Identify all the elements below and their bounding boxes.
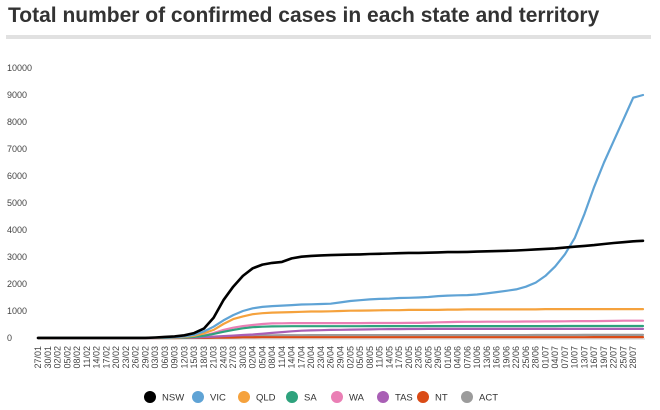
y-tick-label: 10000 bbox=[7, 63, 32, 73]
legend-marker-wa bbox=[331, 391, 343, 403]
x-tick-label: 18/03 bbox=[199, 346, 209, 369]
x-tick-label: 08/04 bbox=[267, 346, 277, 369]
x-tick-label: 10/07 bbox=[570, 346, 580, 369]
x-tick-label: 05/04 bbox=[257, 346, 267, 369]
legend-label-act: ACT bbox=[479, 393, 498, 404]
x-tick-label: 23/05 bbox=[414, 346, 424, 369]
x-tick-label: 27/03 bbox=[228, 346, 238, 369]
x-tick-label: 14/04 bbox=[287, 346, 297, 369]
x-tick-label: 10/06 bbox=[472, 346, 482, 369]
x-tick-label: 21/03 bbox=[209, 346, 219, 369]
x-tick-label: 13/06 bbox=[482, 346, 492, 369]
y-tick-label: 9000 bbox=[7, 90, 27, 100]
y-tick-label: 7000 bbox=[7, 144, 27, 154]
series-line-vic bbox=[36, 93, 645, 340]
y-tick-label: 6000 bbox=[7, 171, 27, 181]
legend-label-qld: QLD bbox=[256, 393, 276, 404]
legend-label-tas: TAS bbox=[395, 393, 413, 404]
legend-label-wa: WA bbox=[349, 393, 365, 404]
x-tick-label: 02/04 bbox=[248, 346, 258, 369]
y-tick-label: 2000 bbox=[7, 279, 27, 289]
x-tick-label: 03/03 bbox=[150, 346, 160, 369]
x-tick-label: 07/06 bbox=[462, 346, 472, 369]
x-tick-label: 29/02 bbox=[140, 346, 150, 369]
x-tick-label: 04/07 bbox=[550, 346, 560, 369]
y-tick-label: 1000 bbox=[7, 306, 27, 316]
x-tick-label: 01/07 bbox=[540, 346, 550, 369]
x-tick-label: 07/07 bbox=[560, 346, 570, 369]
series-line-nsw bbox=[36, 239, 645, 340]
y-tick-label: 8000 bbox=[7, 117, 27, 127]
x-tick-label: 30/03 bbox=[238, 346, 248, 369]
x-tick-label: 25/06 bbox=[521, 346, 531, 369]
legend-marker-vic bbox=[192, 391, 204, 403]
x-tick-label: 22/06 bbox=[511, 346, 521, 369]
x-tick-label: 19/07 bbox=[599, 346, 609, 369]
x-tick-label: 20/02 bbox=[111, 346, 121, 369]
legend-marker-sa bbox=[286, 391, 298, 403]
x-tick-label: 26/04 bbox=[326, 346, 336, 369]
x-tick-label: 05/05 bbox=[355, 346, 365, 369]
x-tick-label: 24/03 bbox=[218, 346, 228, 369]
x-tick-label: 17/02 bbox=[101, 346, 111, 369]
legend-label-nsw: NSW bbox=[162, 393, 184, 404]
x-tick-label: 11/04 bbox=[277, 346, 287, 368]
y-tick-label: 0 bbox=[7, 333, 12, 343]
x-tick-label: 20/05 bbox=[404, 346, 414, 369]
x-tick-label: 09/03 bbox=[170, 346, 180, 369]
x-tick-label: 26/05 bbox=[423, 346, 433, 369]
title-divider bbox=[6, 35, 651, 39]
x-tick-label: 15/03 bbox=[189, 346, 199, 369]
x-tick-label: 23/02 bbox=[121, 346, 131, 369]
y-tick-label: 3000 bbox=[7, 252, 27, 262]
chart-title: Total number of confirmed cases in each … bbox=[8, 4, 600, 27]
x-tick-label: 19/06 bbox=[501, 346, 511, 369]
x-tick-label: 06/03 bbox=[160, 346, 170, 369]
legend-label-sa: SA bbox=[304, 393, 317, 404]
legend-marker-tas bbox=[377, 391, 389, 403]
legend-label-vic: VIC bbox=[210, 393, 226, 404]
x-tick-label: 25/07 bbox=[618, 346, 628, 369]
x-tick-label: 01/06 bbox=[443, 346, 453, 369]
y-tick-label: 4000 bbox=[7, 225, 27, 235]
x-tick-label: 14/02 bbox=[92, 346, 102, 369]
x-tick-label: 05/02 bbox=[62, 346, 72, 369]
x-tick-label: 02/05 bbox=[345, 346, 355, 369]
x-tick-label: 20/04 bbox=[306, 346, 316, 369]
x-tick-label: 22/07 bbox=[609, 346, 619, 369]
legend-marker-qld bbox=[238, 391, 250, 403]
legend-label-nt: NT bbox=[435, 393, 448, 404]
x-tick-label: 28/06 bbox=[531, 346, 541, 369]
x-tick-label: 30/01 bbox=[43, 346, 53, 369]
x-tick-label: 04/06 bbox=[453, 346, 463, 369]
x-tick-label: 08/05 bbox=[365, 346, 375, 369]
x-tick-label: 14/05 bbox=[384, 346, 394, 369]
x-tick-label: 13/07 bbox=[579, 346, 589, 369]
x-tick-label: 12/03 bbox=[179, 346, 189, 369]
legend-marker-act bbox=[461, 391, 473, 403]
x-tick-label: 11/02 bbox=[82, 346, 92, 368]
x-tick-label: 17/05 bbox=[394, 346, 404, 369]
legend-marker-nt bbox=[417, 391, 429, 403]
y-tick-label: 5000 bbox=[7, 198, 27, 208]
x-tick-label: 29/05 bbox=[433, 346, 443, 369]
x-tick-label: 08/02 bbox=[72, 346, 82, 369]
x-tick-label: 29/04 bbox=[336, 346, 346, 369]
x-tick-label: 02/02 bbox=[53, 346, 63, 369]
x-tick-label: 16/07 bbox=[589, 346, 599, 369]
legend-marker-nsw bbox=[144, 391, 156, 403]
x-tick-label: 23/04 bbox=[316, 346, 326, 369]
x-tick-label: 28/07 bbox=[628, 346, 638, 369]
x-tick-label: 11/05 bbox=[375, 346, 385, 368]
x-tick-label: 17/04 bbox=[296, 346, 306, 369]
x-tick-label: 16/06 bbox=[492, 346, 502, 369]
x-tick-label: 27/01 bbox=[33, 346, 43, 369]
x-tick-label: 26/02 bbox=[131, 346, 141, 369]
